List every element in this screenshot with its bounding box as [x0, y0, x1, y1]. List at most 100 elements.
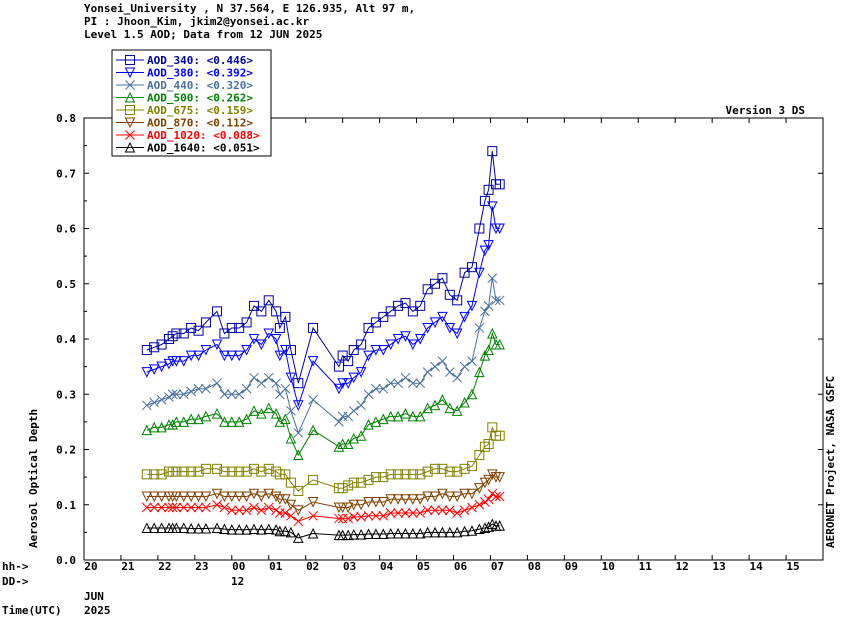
data-point-triangle-up — [479, 349, 491, 361]
data-point-triangle-down — [437, 311, 448, 323]
data-point-x — [474, 323, 485, 333]
data-point-triangle-up — [437, 394, 448, 405]
data-point-triangle-down — [307, 356, 319, 367]
data-point-square — [178, 466, 189, 477]
data-point-triangle-up — [342, 438, 354, 449]
hh-label: hh-> — [2, 560, 29, 573]
data-point-triangle-up — [400, 407, 411, 419]
data-point-triangle-down — [377, 345, 389, 356]
data-point-x — [263, 372, 274, 383]
data-point-triangle-down — [226, 350, 238, 362]
data-point-x — [212, 378, 222, 389]
data-point-triangle-up — [285, 526, 297, 538]
data-point-square — [474, 450, 485, 461]
data-point-triangle-down — [270, 491, 282, 503]
data-point-x — [334, 513, 344, 524]
data-point-x — [437, 505, 448, 516]
x-tick-label: 11 — [639, 560, 653, 573]
data-point-triangle-up — [263, 523, 275, 535]
data-point-triangle-down — [451, 491, 463, 503]
data-point-triangle-up — [429, 526, 441, 538]
data-point-x — [348, 405, 359, 416]
data-point-triangle-down — [263, 488, 275, 500]
data-point-x — [171, 389, 182, 400]
data-point-x — [178, 389, 189, 400]
x-tick-label: 02 — [306, 560, 319, 573]
data-point-triangle-down — [422, 322, 433, 334]
data-point-triangle-up — [385, 410, 396, 422]
y-tick-label: 0.3 — [56, 388, 76, 401]
data-point-x — [171, 502, 182, 513]
x-tick-label: 03 — [343, 560, 356, 573]
y-tick-label: 0.6 — [56, 223, 76, 236]
data-point-triangle-down — [437, 488, 448, 500]
data-point-triangle-down — [385, 494, 396, 505]
data-point-triangle-up — [459, 525, 470, 537]
data-point-triangle-down — [363, 496, 374, 508]
data-point-triangle-down — [414, 494, 426, 505]
data-point-square — [234, 322, 245, 333]
data-point-x — [408, 508, 418, 518]
data-point-triangle-down — [429, 317, 441, 329]
data-point-square — [487, 422, 498, 433]
data-point-x — [141, 502, 152, 513]
data-point-triangle-up — [377, 413, 389, 425]
data-point-x — [356, 400, 366, 411]
data-point-square — [415, 469, 426, 480]
data-point-triangle-up — [124, 141, 136, 153]
data-point-square — [437, 463, 448, 474]
data-point-square — [415, 300, 426, 311]
data-point-x — [271, 378, 281, 389]
data-point-x — [280, 508, 291, 518]
data-point-triangle-down — [200, 491, 212, 503]
data-point-triangle-down — [263, 328, 275, 340]
data-point-square — [163, 334, 174, 344]
data-point-triangle-up — [141, 424, 153, 436]
data-point-triangle-down — [414, 334, 426, 345]
data-point-triangle-down — [241, 491, 252, 503]
data-point-square — [149, 342, 160, 353]
legend-label: AOD_440: <0.320> — [147, 79, 253, 92]
data-point-triangle-up — [377, 528, 389, 540]
data-point-triangle-down — [293, 400, 304, 411]
data-point-triangle-up — [293, 532, 304, 543]
data-point-triangle-up — [494, 338, 505, 350]
data-point-triangle-up — [226, 523, 238, 535]
data-point-x — [487, 273, 498, 284]
data-point-triangle-up — [451, 405, 463, 416]
data-point-triangle-up — [333, 441, 345, 452]
y-tick-label: 0.2 — [56, 444, 76, 457]
data-point-triangle-up — [459, 396, 470, 408]
data-point-square — [479, 441, 490, 452]
data-point-square — [248, 300, 259, 311]
data-point-x — [494, 491, 505, 502]
data-point-x — [193, 383, 204, 394]
data-point-triangle-up — [429, 399, 441, 411]
data-point-triangle-down — [392, 334, 404, 345]
data-point-x — [256, 378, 267, 389]
data-point-triangle-up — [414, 410, 426, 422]
x-tick-label: 06 — [454, 560, 468, 573]
data-point-triangle-up — [363, 528, 374, 540]
data-point-x — [393, 508, 403, 518]
data-point-square — [407, 469, 418, 480]
data-point-triangle-up — [337, 529, 348, 541]
legend-label: AOD_1640: <0.051> — [147, 142, 260, 155]
x-tick-label: 23 — [195, 560, 208, 573]
data-point-x — [452, 508, 463, 518]
data-point-triangle-down — [494, 223, 505, 235]
data-point-square — [370, 472, 381, 483]
y-axis: 0.0 0.1 0.2 0.3 0.4 0.5 0.6 0.7 0.8 — [56, 112, 823, 567]
data-point-triangle-down — [285, 499, 297, 511]
data-point-triangle-up — [256, 523, 267, 535]
data-point-x — [378, 383, 389, 394]
data-point-triangle-down — [193, 491, 204, 503]
x-tick-label: 05 — [417, 560, 430, 573]
data-point-triangle-up — [270, 407, 282, 419]
data-point-square — [212, 463, 223, 474]
data-point-triangle-down — [274, 350, 286, 362]
data-point-triangle-down — [178, 356, 190, 367]
data-point-x — [371, 510, 381, 521]
data-point-x — [385, 508, 396, 518]
data-point-x — [164, 502, 174, 513]
